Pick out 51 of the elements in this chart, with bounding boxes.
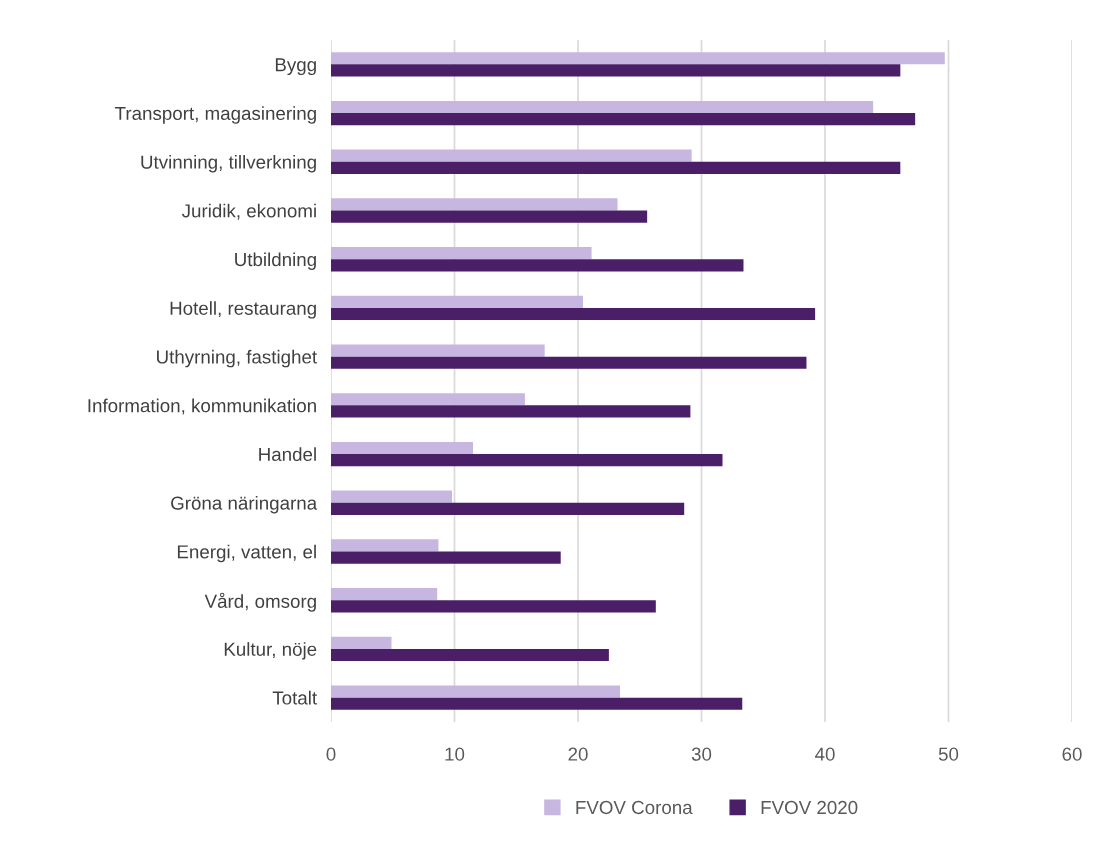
bar — [331, 356, 807, 369]
bar — [331, 441, 474, 455]
bar — [331, 648, 609, 662]
y-tick-label: Energi, vatten, el — [177, 544, 316, 563]
y-tick-label: Utvinning, tillverkning — [141, 154, 316, 173]
x-tick-label: 50 — [938, 747, 959, 761]
y-tick-label: Totalt — [272, 690, 317, 705]
bar — [331, 295, 583, 308]
y-tick-label: Juridik, ekonomi — [181, 203, 316, 220]
bar — [331, 52, 945, 65]
bar — [331, 161, 901, 174]
x-tick-label: 0 — [326, 747, 336, 761]
bar — [331, 588, 438, 601]
y-tick-label: Transport, magasinering — [115, 106, 316, 124]
bar — [331, 405, 691, 418]
bar — [331, 198, 618, 211]
y-tick-label: Information, kommunikation — [88, 398, 316, 415]
bar — [331, 454, 723, 467]
bar — [331, 539, 439, 552]
legend-label: FVOV 2020 — [761, 800, 858, 815]
bar — [331, 210, 648, 223]
bar — [331, 100, 874, 114]
bar — [331, 697, 743, 710]
bar — [331, 502, 685, 515]
y-tick-label: Hotell, restaurang — [170, 301, 316, 319]
bar — [331, 685, 620, 698]
bar — [331, 64, 901, 77]
bar — [331, 247, 592, 260]
x-tick-label: 20 — [568, 747, 588, 761]
bar — [331, 636, 392, 649]
bar — [331, 149, 692, 162]
bar — [331, 113, 916, 126]
bar — [331, 393, 525, 406]
legend-label: FVOV Corona — [576, 800, 693, 815]
x-tick-label: 30 — [691, 747, 712, 761]
bar — [331, 307, 816, 321]
y-tick-label: Kultur, nöje — [224, 642, 317, 660]
bar — [331, 259, 744, 272]
bar — [331, 600, 656, 613]
bar — [331, 344, 545, 357]
y-tick-label: Bygg — [275, 58, 316, 76]
y-tick-label: Vård, omsorg — [204, 592, 316, 612]
bar — [331, 551, 561, 564]
y-tick-label: Uthyrning, fastighet — [157, 349, 317, 368]
y-tick-label: Utbildning — [235, 252, 316, 270]
x-tick-label: 60 — [1062, 747, 1082, 761]
bar — [331, 490, 453, 503]
x-tick-label: 10 — [445, 747, 465, 761]
x-tick-label: 40 — [815, 747, 835, 761]
y-tick-label: Handel — [259, 447, 316, 462]
y-tick-label: Gröna näringarna — [171, 495, 318, 514]
